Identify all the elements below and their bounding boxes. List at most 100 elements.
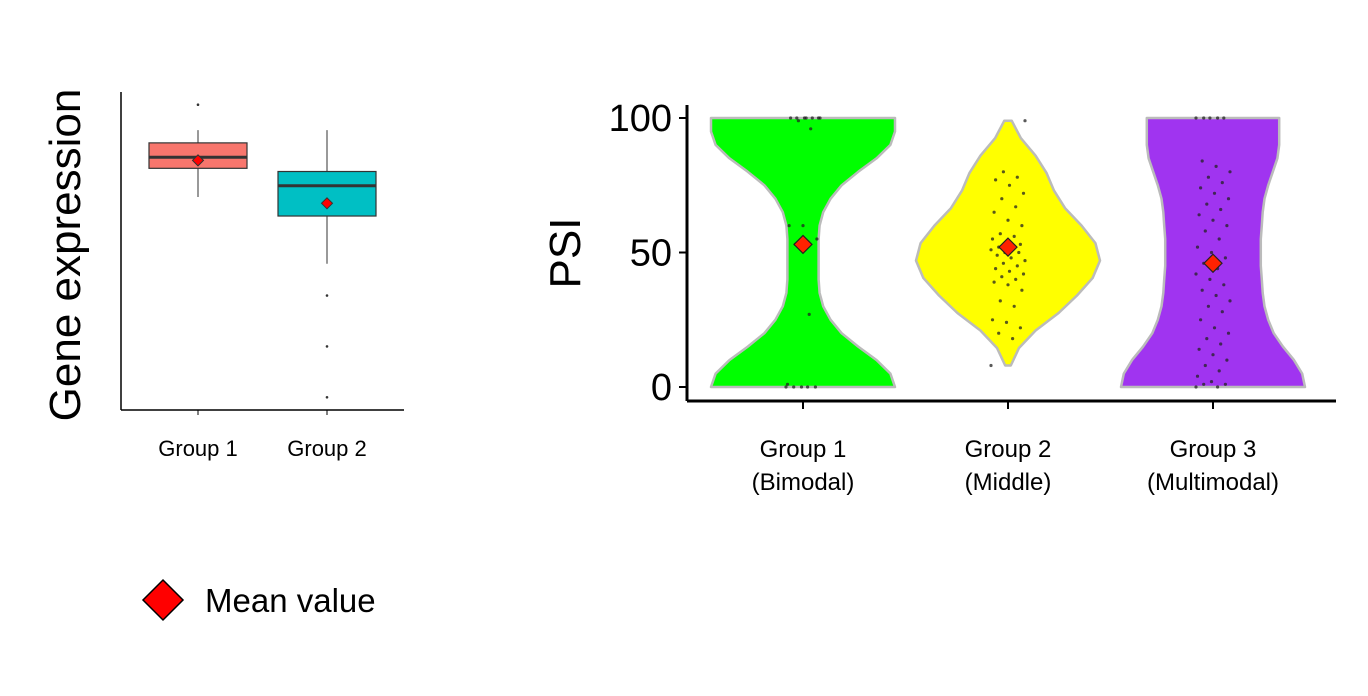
violin-data-point	[1000, 275, 1004, 279]
legend-label: Mean value	[205, 582, 376, 619]
violin-group-1	[709, 116, 897, 389]
violin-mean-diamond	[998, 237, 1018, 257]
violin-mean-diamond	[1203, 253, 1223, 274]
violin-data-point	[789, 116, 793, 120]
violin-x-tick-label: (Multimodal)	[1147, 469, 1279, 496]
violin-data-point	[1021, 272, 1026, 276]
violin-data-point	[1001, 261, 1006, 265]
violin-data-point	[1018, 242, 1023, 246]
violin-data-point	[998, 299, 1002, 303]
violin-data-point	[994, 178, 998, 182]
violin-data-point	[1217, 237, 1221, 241]
violin-group-2	[914, 119, 1102, 368]
violin-data-point	[1007, 269, 1012, 273]
violin-data-point	[1194, 116, 1198, 120]
violin-x-tick-label: Group 1	[760, 436, 847, 463]
violin-data-point	[1205, 202, 1209, 206]
violin-data-point	[1214, 293, 1218, 298]
violin-data-point	[998, 232, 1002, 236]
violin-data-point	[1199, 186, 1203, 190]
violin-data-point	[1223, 382, 1227, 386]
violin-data-point	[1199, 318, 1203, 322]
violin-mean-diamond	[793, 234, 813, 255]
box-x-tick-label: Group 2	[287, 436, 367, 461]
violin-data-point	[1194, 272, 1198, 276]
violin-data-point	[1206, 304, 1210, 308]
legend: Mean value	[141, 578, 376, 622]
violin-data-point	[1001, 170, 1006, 174]
violin-data-point	[1219, 207, 1223, 212]
violin-data-point	[1219, 342, 1223, 346]
violin-data-point	[1211, 353, 1215, 357]
violin-data-point	[1212, 191, 1217, 195]
violin-data-point	[810, 116, 814, 120]
violin-y-tick-label: 100	[609, 98, 672, 140]
violin-data-point	[1021, 191, 1026, 195]
violin-x-tick-label: Group 2	[965, 436, 1052, 463]
violin-data-point	[1203, 363, 1207, 368]
violin-data-point	[804, 116, 808, 120]
violin-data-point	[1222, 283, 1226, 287]
violin-data-point	[818, 116, 822, 120]
violin-data-point	[1006, 283, 1010, 287]
violin-data-point	[1205, 337, 1209, 341]
violin-y-tick-label: 0	[651, 367, 672, 409]
violin-data-point	[1222, 116, 1226, 120]
violin-data-point	[1000, 197, 1004, 201]
violin-data-point	[989, 248, 993, 252]
violin-data-point	[1209, 380, 1214, 384]
violin-data-point	[1223, 256, 1227, 260]
violin-data-point	[990, 237, 995, 241]
violin-data-point	[992, 280, 996, 284]
violin-data-point	[1228, 170, 1232, 174]
violin-data-point	[807, 312, 811, 316]
violin-group-3	[1119, 116, 1307, 389]
violin-data-point	[1007, 183, 1012, 187]
violin-data-point	[1228, 299, 1232, 303]
box-outlier-point	[325, 345, 329, 348]
boxplot-y-axis-label: Gene expression	[41, 89, 90, 422]
violin-data-point	[787, 224, 791, 228]
violin-data-point	[1200, 288, 1204, 292]
violin-panel: PSI 0 50 100 Group 1 (Bimodal) Group 2 (Middl…	[541, 98, 1336, 496]
violin-data-point	[1004, 320, 1009, 324]
violin-data-point	[1200, 159, 1204, 163]
violin-data-point	[809, 127, 813, 131]
violin-data-point	[1216, 116, 1220, 120]
violin-data-point	[997, 331, 1001, 335]
violin-data-point	[815, 237, 819, 241]
violin-data-point	[1018, 326, 1023, 330]
violin-data-point	[785, 382, 790, 386]
violin-data-point	[995, 253, 999, 257]
violin-data-point	[1023, 259, 1027, 263]
legend-marker-diamond-icon	[141, 578, 185, 622]
violin-data-point	[1225, 224, 1229, 228]
violin-data-point	[989, 363, 993, 368]
box-outlier-point	[196, 103, 200, 107]
violin-data-point	[1017, 250, 1021, 255]
boxplot-panel: Gene expression Group 1 Group 2	[41, 89, 404, 461]
violin-data-point	[994, 267, 998, 271]
violin-data-point	[1216, 385, 1220, 389]
violin-data-point	[992, 210, 996, 214]
violin-data-point	[1006, 218, 1010, 222]
violin-x-tick-label: (Middle)	[965, 469, 1052, 496]
box-outlier-point	[325, 395, 329, 399]
violin-data-point	[799, 385, 804, 389]
violin-data-point	[1225, 358, 1229, 362]
violin-data-point	[1009, 256, 1013, 260]
box-x-tick-label: Group 1	[158, 436, 238, 461]
violin-data-point	[1212, 326, 1217, 330]
violin-data-point	[796, 119, 801, 123]
violin-data-point	[1226, 331, 1231, 335]
box-outlier-point	[325, 294, 329, 297]
violin-data-point	[1217, 369, 1221, 373]
violin-data-point	[1194, 385, 1198, 389]
violin-data-point	[1214, 164, 1218, 168]
violin-data-point	[813, 385, 818, 389]
violin-data-point	[990, 318, 995, 322]
violin-data-point	[806, 385, 810, 389]
violin-data-point	[1206, 175, 1210, 179]
violin-data-point	[1209, 250, 1214, 255]
